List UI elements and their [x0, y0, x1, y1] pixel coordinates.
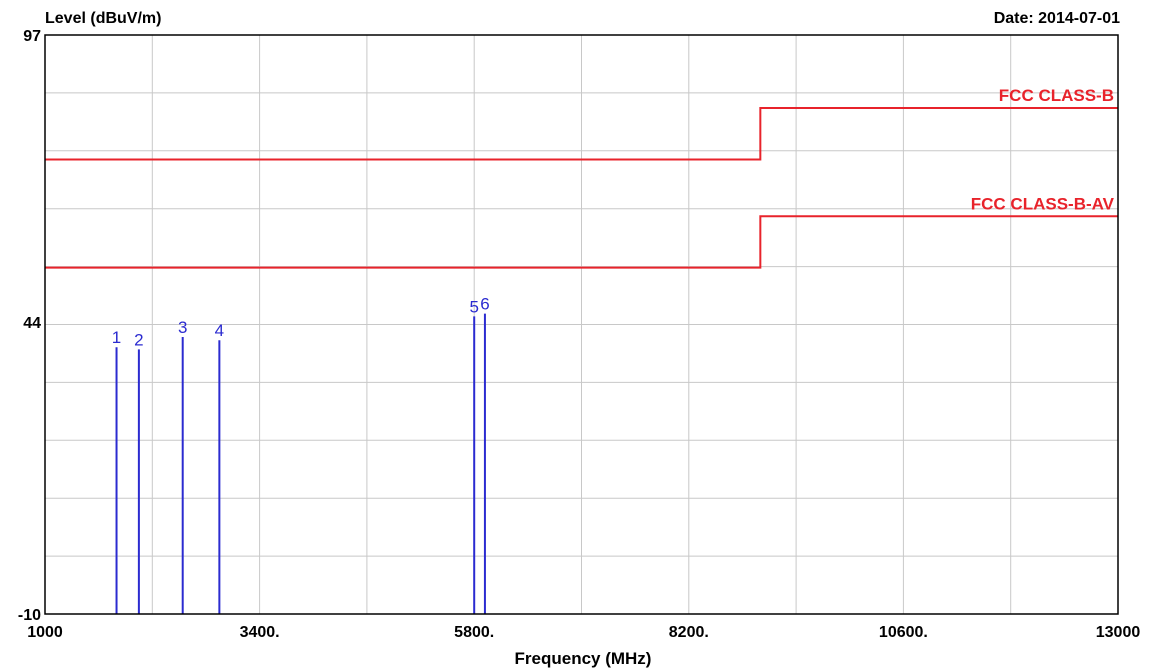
- peak-marker-label: 5: [469, 297, 478, 316]
- peak-marker-label: 6: [480, 295, 489, 314]
- x-tick-label: 3400.: [240, 624, 280, 641]
- peak-markers: 1 23 45 6: [112, 295, 490, 614]
- y-tick-label: 44: [23, 315, 41, 332]
- peak-marker-label: 4: [215, 321, 224, 340]
- x-tick-label: 5800.: [454, 624, 494, 641]
- y-tick-label: 97: [23, 28, 41, 45]
- x-tick-label: 1000: [27, 624, 63, 641]
- limit-line-1: [45, 107, 1118, 161]
- x-tick-label: 10600.: [879, 624, 928, 641]
- axis-ticks: 1000 3400. 5800. 8200. 10600. 13000 97 44 -10: [18, 28, 1140, 641]
- limit-lines: FCC CLASS-B FCC CLASS-B-AV: [45, 86, 1118, 269]
- limit-line-label: FCC CLASS-B-AV: [971, 194, 1115, 213]
- date-label: Date: 2014-07-01: [994, 10, 1120, 27]
- peak-marker-label: 1: [112, 328, 121, 347]
- limit-line-label: FCC CLASS-B: [999, 86, 1114, 105]
- x-tick-label: 13000: [1096, 624, 1141, 641]
- x-axis-label: Frequency (MHz): [515, 649, 652, 668]
- limit-line-2: [45, 215, 1118, 269]
- plot-frame: [44, 34, 1119, 615]
- y-tick-label: -10: [18, 607, 41, 624]
- y-axis-label: Level (dBuV/m): [45, 10, 161, 27]
- grid: [45, 35, 1118, 614]
- peak-marker-label: 3: [178, 318, 187, 337]
- peak-marker-label: 2: [134, 330, 143, 349]
- x-tick-label: 8200.: [669, 624, 709, 641]
